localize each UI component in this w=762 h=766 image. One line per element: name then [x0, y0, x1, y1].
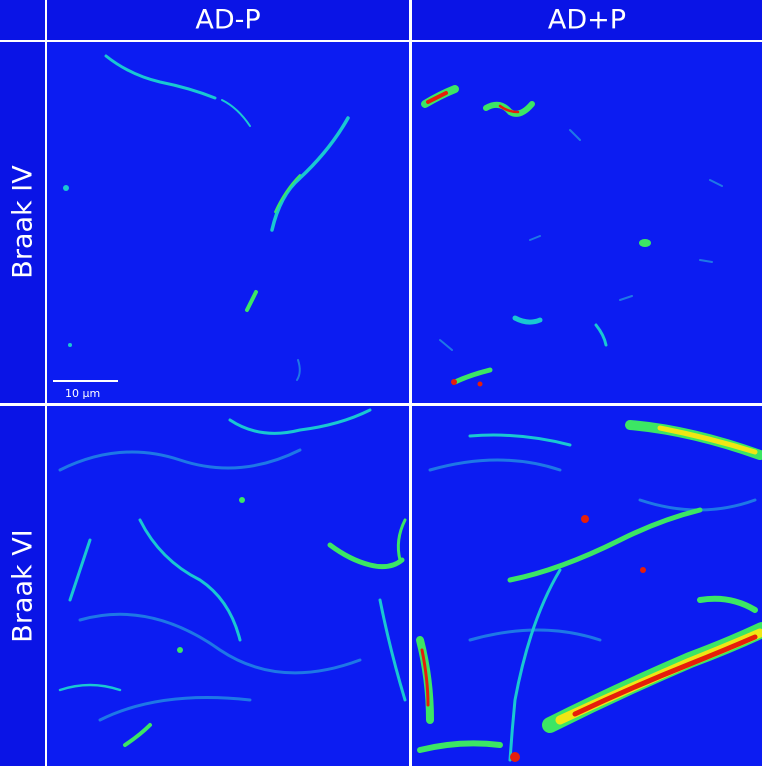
- image-panel: [47, 406, 409, 766]
- scale-bar-label: 10 µm: [65, 387, 100, 400]
- row-label: Braak VI: [8, 529, 39, 642]
- corner-cell: [0, 0, 45, 40]
- image-panel: [47, 42, 409, 403]
- column-label: AD-P: [195, 5, 260, 36]
- image-panel: [412, 42, 762, 403]
- row-label: Braak IV: [8, 165, 39, 279]
- figure: AD-P AD+P Braak IV Braak VI 10 µm: [0, 0, 762, 766]
- column-label: AD+P: [548, 5, 626, 36]
